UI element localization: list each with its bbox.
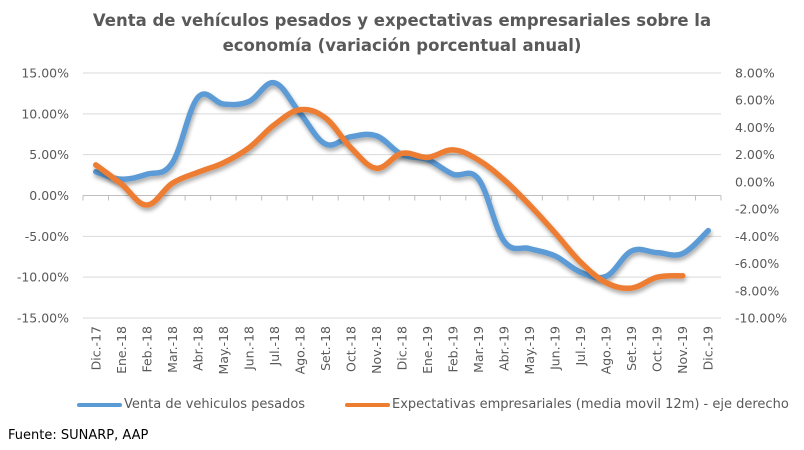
category-label: Nov.-18	[369, 326, 384, 374]
left-axis-tick-label: 10.00%	[21, 106, 69, 121]
category-label: Mar.-18	[165, 326, 180, 373]
series-line-vehicle-sales	[93, 80, 711, 281]
right-axis-tick-label: 0.00%	[735, 174, 775, 189]
left-axis-tick-label: -10.00%	[17, 270, 69, 285]
category-label: Oct.-19	[650, 326, 665, 372]
left-axis-tick-label: 15.00%	[21, 66, 69, 81]
category-label: May.-18	[216, 326, 231, 374]
chart-title: Venta de vehículos pesados y expectativa…	[0, 8, 804, 58]
category-label: Ago.-18	[292, 326, 307, 374]
category-label: Mar.-19	[471, 326, 486, 373]
legend-label: Expectativas empresariales (media movil …	[392, 397, 789, 412]
right-axis-tick-label: -8.00%	[735, 283, 779, 298]
right-axis-tick-label: -2.00%	[735, 202, 779, 217]
right-axis-tick-label: 6.00%	[735, 93, 775, 108]
category-labels: Dic.-17 Ene.-18 Feb.-18 Mar.-18 Abr.-18 May.-…	[88, 326, 715, 374]
category-label: May.-19	[522, 326, 537, 374]
right-axis-tick-label: -4.00%	[735, 229, 779, 244]
right-axis-tick-label: -6.00%	[735, 256, 779, 271]
category-label: Jul.-19	[573, 326, 588, 367]
left-axis-tick-label: -15.00%	[17, 311, 69, 326]
category-label: Nov.-19	[675, 326, 690, 374]
category-label: Jul.-18	[267, 326, 282, 367]
legend-swatch-orange	[345, 402, 390, 407]
right-axis-tick-label: 4.00%	[735, 120, 775, 135]
category-label: Ene.-19	[420, 326, 435, 374]
category-label: Jun.-19	[548, 326, 563, 371]
category-label: Jun.-18	[241, 326, 256, 371]
right-axis-tick-label: 8.00%	[735, 66, 775, 81]
category-label: Ago.-19	[599, 326, 614, 374]
left-axis-tick-label: 5.00%	[29, 147, 69, 162]
category-label: Abr.-19	[497, 326, 512, 371]
category-label: Dic.-18	[395, 326, 410, 370]
category-label: Ene.-18	[114, 326, 129, 374]
series-line-business-expectations	[93, 106, 686, 292]
right-axis-labels: 8.00% 6.00% 4.00% 2.00% 0.00% -2.00% -4.00% -6.…	[735, 66, 787, 326]
left-axis-tick-label: 0.00%	[29, 188, 69, 203]
source-note: Fuente: SUNARP, AAP	[8, 428, 149, 443]
left-axis-tick-label: -5.00%	[25, 229, 69, 244]
legend: Venta de vehiculos pesados Expectativas …	[0, 397, 804, 417]
category-label: Dic.-19	[701, 326, 716, 370]
category-label: Feb.-19	[446, 326, 461, 373]
chart-title-line-1: Venta de vehículos pesados y expectativa…	[92, 11, 712, 30]
category-label: Oct.-18	[343, 326, 358, 372]
legend-swatch-blue	[77, 402, 122, 407]
category-label: Set.-19	[624, 326, 639, 371]
legend-item-vehicle-sales[interactable]: Venta de vehiculos pesados	[77, 397, 305, 412]
category-label: Set.-18	[318, 326, 333, 371]
category-label: Dic.-17	[88, 326, 103, 370]
category-label: Abr.-18	[190, 326, 205, 371]
series-lines	[93, 80, 711, 292]
right-axis-tick-label: -10.00%	[735, 311, 787, 326]
x-axis	[82, 195, 722, 201]
left-axis-labels: 15.00% 10.00% 5.00% 0.00% -5.00% -10.00% -15.0…	[17, 66, 69, 326]
right-axis-tick-label: 2.00%	[735, 147, 775, 162]
chart-title-line-2: economía (variación porcentual anual)	[222, 36, 582, 55]
category-label: Feb.-18	[139, 326, 154, 373]
legend-label: Venta de vehiculos pesados	[124, 397, 306, 412]
legend-item-business-expectations[interactable]: Expectativas empresariales (media movil …	[345, 397, 789, 412]
